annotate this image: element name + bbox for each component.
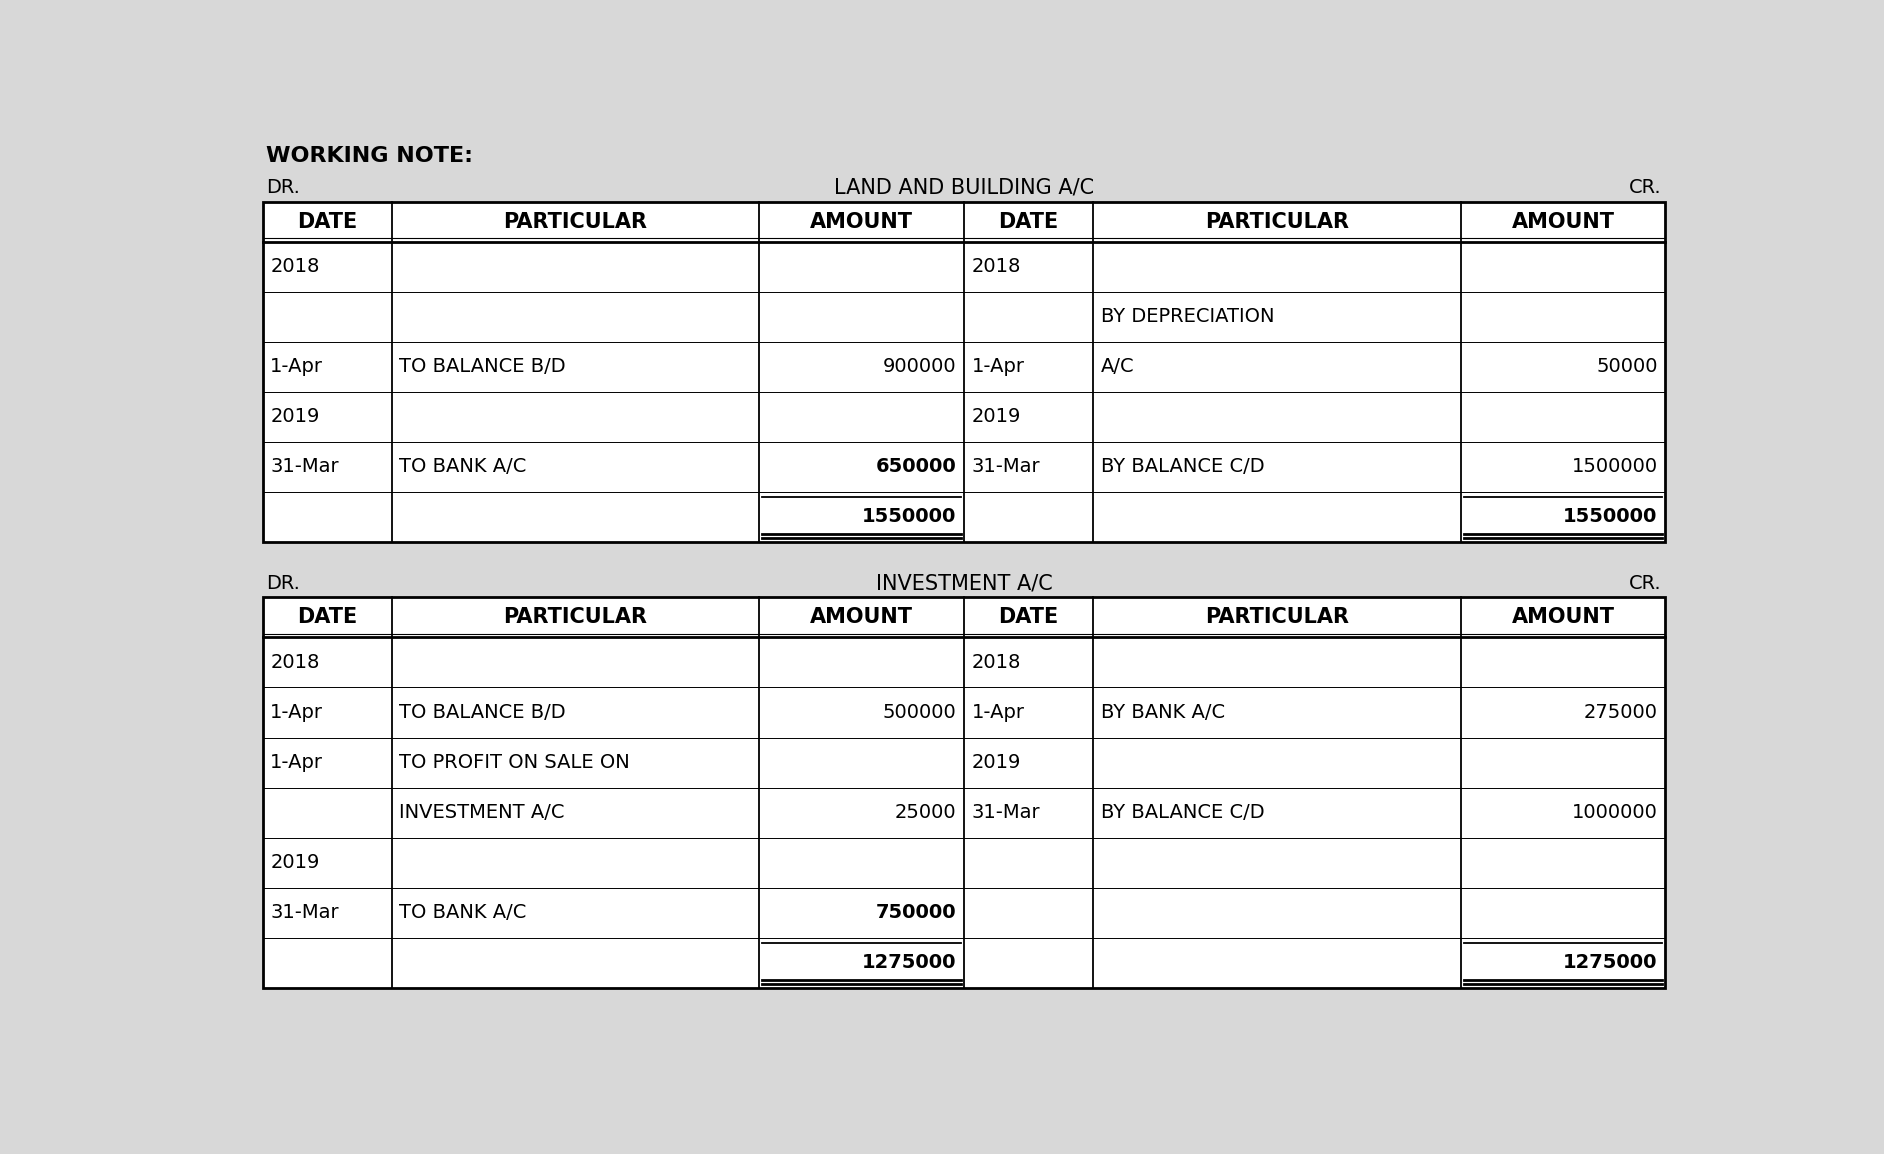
Text: 500000: 500000 bbox=[882, 703, 957, 722]
Text: 275000: 275000 bbox=[1584, 703, 1658, 722]
Bar bbox=[262, 202, 1665, 542]
Text: 1-Apr: 1-Apr bbox=[972, 358, 1025, 376]
Text: 25000: 25000 bbox=[895, 803, 957, 822]
Text: LAND AND BUILDING A/C: LAND AND BUILDING A/C bbox=[835, 178, 1095, 197]
Text: CR.: CR. bbox=[1630, 178, 1662, 197]
Text: AMOUNT: AMOUNT bbox=[810, 607, 914, 628]
Text: 2018: 2018 bbox=[972, 653, 1021, 672]
Text: PARTICULAR: PARTICULAR bbox=[503, 211, 648, 232]
Text: BY DEPRECIATION: BY DEPRECIATION bbox=[1100, 307, 1274, 327]
Text: 2018: 2018 bbox=[271, 653, 320, 672]
Text: 750000: 750000 bbox=[876, 904, 957, 922]
Text: 1-Apr: 1-Apr bbox=[271, 358, 324, 376]
Text: 2019: 2019 bbox=[271, 853, 320, 872]
Text: INVESTMENT A/C: INVESTMENT A/C bbox=[876, 574, 1053, 593]
Text: CR.: CR. bbox=[1630, 574, 1662, 593]
Text: 31-Mar: 31-Mar bbox=[972, 457, 1040, 477]
Text: BY BALANCE C/D: BY BALANCE C/D bbox=[1100, 803, 1264, 822]
Text: 2019: 2019 bbox=[271, 407, 320, 426]
Text: TO BALANCE B/D: TO BALANCE B/D bbox=[399, 358, 565, 376]
Text: 2018: 2018 bbox=[972, 257, 1021, 276]
Text: 650000: 650000 bbox=[876, 457, 957, 477]
Text: 1550000: 1550000 bbox=[1564, 508, 1658, 526]
Text: 2019: 2019 bbox=[972, 407, 1021, 426]
Text: BY BALANCE C/D: BY BALANCE C/D bbox=[1100, 457, 1264, 477]
Text: 31-Mar: 31-Mar bbox=[271, 457, 339, 477]
Text: AMOUNT: AMOUNT bbox=[1511, 211, 1615, 232]
Text: DR.: DR. bbox=[266, 574, 300, 593]
Text: A/C: A/C bbox=[1100, 358, 1134, 376]
Text: DATE: DATE bbox=[298, 211, 358, 232]
Text: 31-Mar: 31-Mar bbox=[271, 904, 339, 922]
Text: TO BALANCE B/D: TO BALANCE B/D bbox=[399, 703, 565, 722]
Text: PARTICULAR: PARTICULAR bbox=[1204, 607, 1349, 628]
Text: 1275000: 1275000 bbox=[1564, 953, 1658, 973]
Text: 2018: 2018 bbox=[271, 257, 320, 276]
Text: PARTICULAR: PARTICULAR bbox=[503, 607, 648, 628]
Text: BY BANK A/C: BY BANK A/C bbox=[1100, 703, 1225, 722]
Text: DATE: DATE bbox=[999, 607, 1059, 628]
Text: AMOUNT: AMOUNT bbox=[1511, 607, 1615, 628]
Text: 2019: 2019 bbox=[972, 754, 1021, 772]
Text: 1000000: 1000000 bbox=[1571, 803, 1658, 822]
Text: 1-Apr: 1-Apr bbox=[271, 754, 324, 772]
Text: DR.: DR. bbox=[266, 178, 300, 197]
Text: PARTICULAR: PARTICULAR bbox=[1204, 211, 1349, 232]
Text: 1-Apr: 1-Apr bbox=[972, 703, 1025, 722]
Text: 1500000: 1500000 bbox=[1571, 457, 1658, 477]
Text: 1-Apr: 1-Apr bbox=[271, 703, 324, 722]
Text: DATE: DATE bbox=[999, 211, 1059, 232]
Text: 1275000: 1275000 bbox=[861, 953, 957, 973]
Text: DATE: DATE bbox=[298, 607, 358, 628]
Text: TO PROFIT ON SALE ON: TO PROFIT ON SALE ON bbox=[399, 754, 629, 772]
Text: 50000: 50000 bbox=[1596, 358, 1658, 376]
Text: 31-Mar: 31-Mar bbox=[972, 803, 1040, 822]
Text: TO BANK A/C: TO BANK A/C bbox=[399, 904, 528, 922]
Text: 900000: 900000 bbox=[882, 358, 957, 376]
Bar bbox=[262, 598, 1665, 988]
Text: INVESTMENT A/C: INVESTMENT A/C bbox=[399, 803, 565, 822]
Text: TO BANK A/C: TO BANK A/C bbox=[399, 457, 528, 477]
Text: AMOUNT: AMOUNT bbox=[810, 211, 914, 232]
Text: WORKING NOTE:: WORKING NOTE: bbox=[266, 147, 473, 166]
Text: 1550000: 1550000 bbox=[861, 508, 957, 526]
